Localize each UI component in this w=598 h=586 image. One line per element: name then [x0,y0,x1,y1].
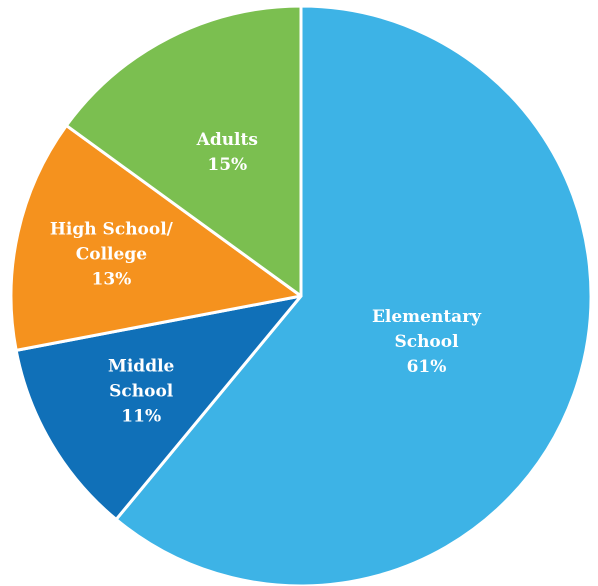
pie-category-label: Adults [196,130,258,150]
pie-category-label: College [76,245,147,265]
pie-category-label: High School/ [50,220,174,240]
pie-slices [9,4,593,586]
pie-value-label: 15% [207,155,247,175]
pie-label-middle-school: Middle School 11% [108,357,175,427]
pie-value-label: 13% [91,270,131,290]
pie-category-label: Middle [108,357,175,377]
pie-category-label: School [109,382,174,402]
pie-value-label: 61% [407,357,447,377]
pie-label-adults: Adults 15% [196,130,258,175]
pie-value-label: 11% [121,407,161,427]
pie-category-label: School [394,332,459,352]
pie-slice-high-school-college [9,124,303,352]
pie-label-high-school-college: High School/College 13% [50,220,174,290]
pie-labels: Elementary School 61% Middle School 11% High S… [50,130,482,427]
pie-category-label: Elementary [372,307,482,327]
pie-slice-adults [64,4,303,298]
pie-label-elementary-school: Elementary School 61% [372,307,482,377]
pie-slice-elementary-school [114,4,593,586]
pie-slice-middle-school [14,294,303,521]
